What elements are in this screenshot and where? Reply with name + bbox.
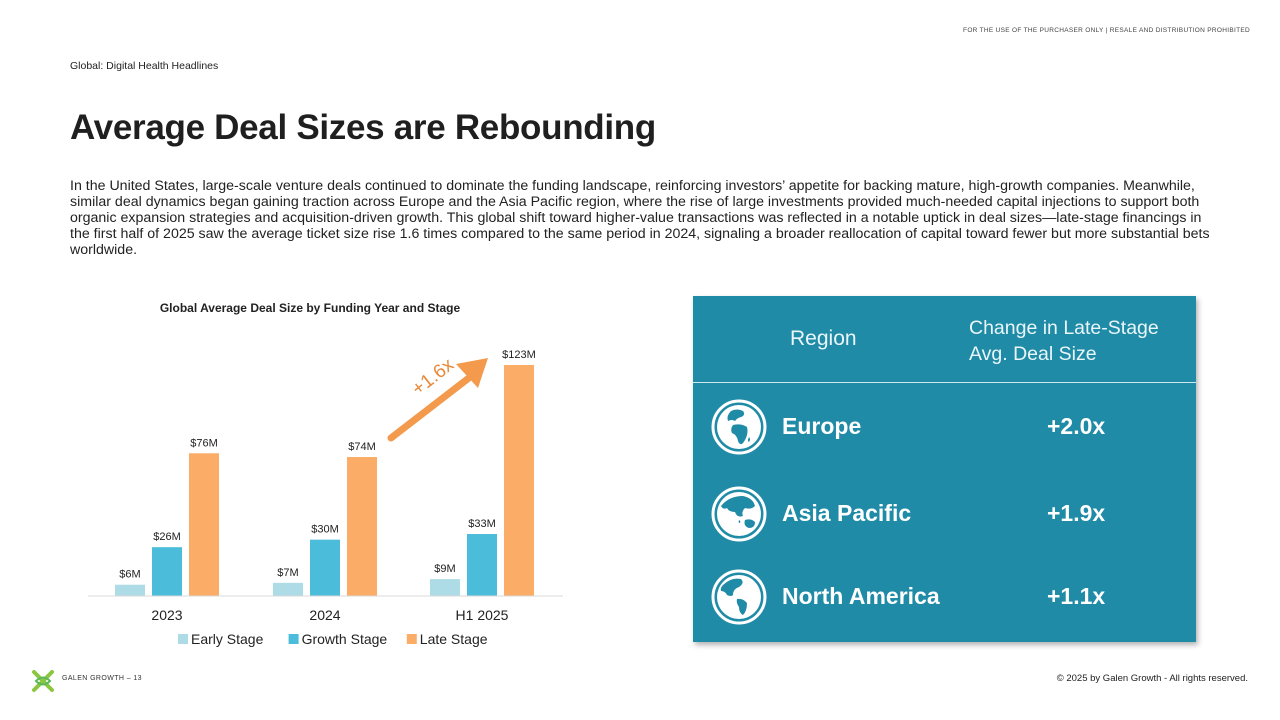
data-label: $30M bbox=[311, 524, 339, 536]
globe-europe-icon bbox=[711, 399, 767, 455]
legend-label: Growth Stage bbox=[302, 631, 388, 647]
legend-label: Late Stage bbox=[420, 631, 488, 647]
region-row-asia-pacific: Asia Pacific +1.9x bbox=[693, 484, 1196, 544]
x-tick-labels: 2023 2024 H1 2025 bbox=[151, 607, 508, 623]
legend-swatch-growth-stage bbox=[288, 634, 299, 644]
legend-label: Early Stage bbox=[191, 631, 264, 647]
change-column-header: Change in Late-Stage Avg. Deal Size bbox=[969, 317, 1159, 365]
bar-early-stage bbox=[115, 584, 145, 596]
body-paragraph: In the United States, large-scale ventur… bbox=[70, 178, 1210, 258]
bar-early-stage bbox=[430, 579, 460, 596]
footer-brand: GALEN GROWTH – 13 bbox=[62, 675, 142, 682]
bar-growth-stage bbox=[152, 547, 182, 596]
region-name: Europe bbox=[782, 413, 862, 439]
section-label: Global: Digital Health Headlines bbox=[70, 60, 219, 72]
bar-late-stage bbox=[189, 453, 219, 596]
region-name: Asia Pacific bbox=[782, 500, 912, 526]
bar-early-stage bbox=[273, 582, 303, 596]
chart-legend: Early Stage Growth Stage Late Stage bbox=[178, 631, 488, 647]
data-label: $26M bbox=[153, 531, 181, 543]
globe-asia-icon bbox=[711, 486, 767, 542]
deal-size-chart: Global Average Deal Size by Funding Year… bbox=[60, 292, 590, 662]
data-label: $7M bbox=[277, 567, 298, 579]
x-tick-label: 2024 bbox=[309, 607, 340, 623]
x-tick-label: H1 2025 bbox=[456, 607, 509, 623]
bar-growth-stage bbox=[310, 539, 340, 596]
data-label: $9M bbox=[434, 563, 455, 575]
data-label: $76M bbox=[190, 437, 218, 449]
bars-layer: $6M $26M $76M $7M $30M $74M $9M $33M $123M bbox=[115, 349, 536, 596]
region-change-panel: Region Change in Late-Stage Avg. Deal Si… bbox=[693, 296, 1196, 642]
bar-growth-stage bbox=[467, 534, 497, 596]
growth-arrow: +1.6x bbox=[387, 354, 488, 442]
growth-arrow-shaft bbox=[387, 370, 478, 442]
chart-title: Global Average Deal Size by Funding Year… bbox=[160, 301, 461, 315]
footer-copyright: © 2025 by Galen Growth - All rights rese… bbox=[1056, 673, 1248, 684]
growth-arrow-head bbox=[456, 358, 488, 388]
bar-late-stage bbox=[504, 365, 534, 596]
chart-svg: Global Average Deal Size by Funding Year… bbox=[88, 301, 563, 647]
legend-swatch-early-stage bbox=[178, 634, 188, 644]
header-divider bbox=[693, 382, 1196, 383]
region-row-europe: Europe +2.0x bbox=[693, 397, 1196, 457]
region-change-value: +2.0x bbox=[1047, 413, 1106, 439]
data-label: $33M bbox=[468, 518, 496, 530]
region-row-north-america: North America +1.1x bbox=[693, 567, 1196, 627]
bar-late-stage bbox=[347, 457, 377, 596]
region-column-header: Region bbox=[790, 327, 857, 350]
region-change-value: +1.9x bbox=[1047, 500, 1106, 526]
galen-growth-logo bbox=[32, 670, 54, 692]
data-label: $123M bbox=[502, 349, 536, 361]
region-name: North America bbox=[782, 583, 940, 609]
data-label: $74M bbox=[348, 441, 376, 453]
legend-swatch-late-stage bbox=[406, 634, 417, 644]
data-label: $6M bbox=[119, 569, 140, 581]
globe-americas-icon bbox=[711, 569, 767, 625]
x-tick-label: 2023 bbox=[151, 607, 182, 623]
page-title: Average Deal Sizes are Rebounding bbox=[70, 108, 656, 147]
disclaimer-text: FOR THE USE OF THE PURCHASER ONLY | RESA… bbox=[963, 27, 1250, 34]
region-change-value: +1.1x bbox=[1047, 583, 1106, 609]
